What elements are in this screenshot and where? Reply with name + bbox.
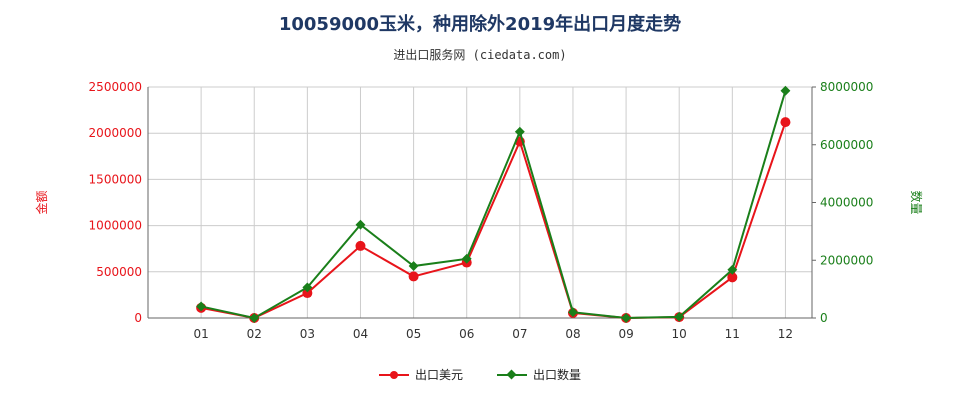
data-point-series2 — [727, 264, 738, 275]
x-tick-label: 11 — [725, 327, 740, 341]
data-point-series2 — [196, 301, 207, 312]
x-tick-label: 06 — [459, 327, 474, 341]
left-tick-label: 1000000 — [89, 219, 142, 233]
chart-subtitle: 进出口服务网 (ciedata.com) — [393, 48, 567, 62]
data-point-series2 — [674, 311, 685, 322]
data-point-series2 — [621, 313, 632, 323]
data-point-series1 — [727, 272, 738, 283]
legend-swatch-series1 — [378, 369, 409, 381]
data-point-series2 — [302, 282, 313, 293]
legend-label-series2: 出口数量 — [533, 368, 582, 382]
x-tick-label: 02 — [247, 327, 262, 341]
legend-item-series1[interactable]: 出口美元 — [378, 366, 463, 383]
data-point-series1 — [355, 240, 366, 251]
data-point-series2 — [514, 126, 525, 137]
left-tick-label: 2000000 — [89, 126, 142, 140]
right-tick-label: 2000000 — [820, 253, 873, 267]
x-tick-label: 08 — [565, 327, 580, 341]
data-point-series1 — [302, 288, 313, 299]
right-tick-label: 6000000 — [820, 138, 873, 152]
x-tick-label: 05 — [406, 327, 421, 341]
right-tick-label: 8000000 — [820, 80, 873, 94]
data-point-series2 — [780, 85, 791, 96]
data-point-series1 — [780, 117, 791, 128]
legend: 出口美元 出口数量 — [0, 366, 960, 383]
x-tick-label: 12 — [778, 327, 793, 341]
left-tick-label: 0 — [134, 311, 142, 325]
right-tick-label: 0 — [820, 311, 828, 325]
legend-swatch-series2 — [497, 369, 527, 381]
left-tick-label: 2500000 — [89, 80, 142, 94]
left-tick-label: 1500000 — [89, 172, 142, 186]
data-point-series1 — [408, 271, 419, 282]
x-tick-label: 03 — [300, 327, 315, 341]
data-point-series2 — [355, 219, 366, 230]
x-tick-label: 09 — [618, 327, 633, 341]
x-tick-label: 04 — [353, 327, 368, 341]
x-tick-label: 07 — [512, 327, 527, 341]
right-tick-label: 4000000 — [820, 196, 873, 210]
series-line-1 — [200, 121, 787, 320]
left-tick-label: 500000 — [96, 265, 142, 279]
legend-label-series1: 出口美元 — [414, 368, 463, 382]
chart-title: 10059000玉米，种用除外2019年出口月度走势 — [278, 14, 682, 35]
x-tick-label: 01 — [193, 327, 208, 341]
series-line-2 — [200, 90, 787, 320]
x-tick-label: 10 — [672, 327, 687, 341]
data-point-series2 — [568, 307, 578, 318]
right-axis-title: 数量 — [909, 190, 924, 214]
legend-item-series2[interactable]: 出口数量 — [497, 366, 581, 383]
left-axis-title: 金额 — [34, 190, 49, 214]
data-point-series2 — [408, 261, 419, 271]
